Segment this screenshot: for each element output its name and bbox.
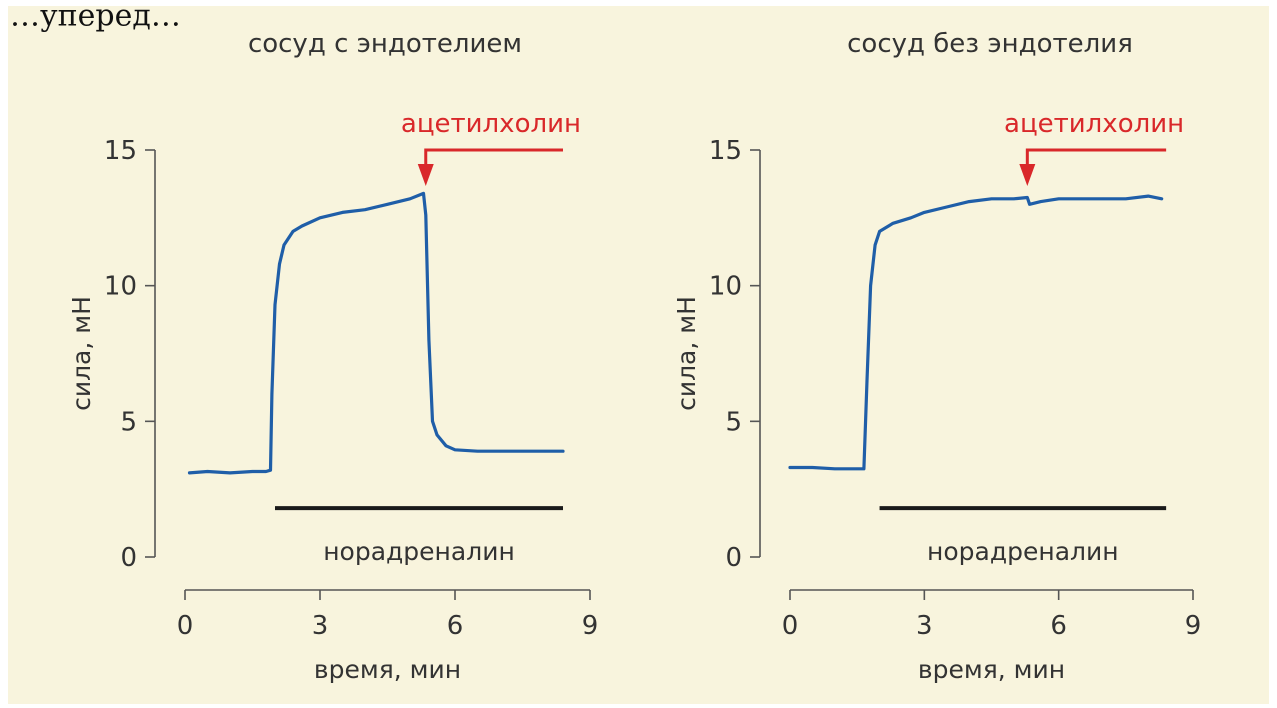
x-tick-label: 6: [447, 611, 464, 641]
force-trace-point: [543, 450, 547, 453]
acetylcholine-arrow-icon: [1019, 164, 1036, 186]
force-trace-point: [1102, 197, 1105, 200]
force-trace-point: [282, 243, 286, 247]
force-trace-point: [1026, 196, 1029, 199]
force-trace-point: [427, 338, 431, 342]
force-trace-point: [1079, 197, 1083, 200]
force-trace-point: [273, 303, 277, 306]
force-trace-point: [990, 197, 993, 200]
force-trace-point: [891, 222, 895, 225]
force-trace-point: [923, 211, 926, 214]
force-trace-point: [862, 467, 866, 470]
y-axis-title: сила, мН: [672, 296, 701, 411]
force-trace-point: [1057, 197, 1060, 200]
acetylcholine-arrow-icon: [417, 164, 434, 186]
force-trace-point: [422, 192, 425, 195]
force-trace-point: [498, 450, 502, 453]
force-trace-point: [431, 420, 434, 423]
force-trace-point: [1160, 197, 1163, 200]
force-trace-point: [945, 205, 948, 209]
force-trace-point: [206, 470, 209, 473]
force-trace-point: [833, 467, 836, 470]
force-trace-point: [967, 200, 971, 203]
x-tick-label: 9: [582, 611, 599, 641]
force-trace-point: [291, 230, 295, 233]
x-tick-label: 6: [1050, 611, 1067, 641]
chart-panel-with-endothelium: сосуд с эндотелием 0 5 10 15 сила, мН 0 3 6 9 врем…: [67, 29, 598, 684]
chart-title: сосуд с эндотелием: [248, 29, 522, 59]
force-trace-point: [269, 469, 272, 472]
force-trace-point: [476, 450, 479, 453]
x-tick-label: 3: [312, 611, 329, 641]
force-trace-point: [270, 393, 274, 396]
y-tick-label: 15: [709, 136, 742, 166]
force-trace-point: [386, 203, 389, 206]
force-trace-point: [1012, 197, 1016, 200]
force-trace-point: [453, 448, 457, 451]
force-trace-point: [1039, 200, 1043, 203]
y-axis-title: сила, мН: [67, 296, 96, 411]
acetylcholine-line: [424, 148, 563, 166]
header-fragment: …уперед…: [10, 0, 181, 34]
force-trace-point: [424, 213, 427, 217]
force-trace-point: [435, 433, 439, 437]
y-tick-label: 5: [725, 407, 742, 437]
force-trace-point: [856, 467, 859, 470]
force-trace-point: [264, 470, 268, 473]
force-trace-point: [341, 211, 344, 214]
acetylcholine-line: [1025, 148, 1167, 166]
y-tick-label: 15: [104, 136, 137, 166]
force-trace-point: [521, 450, 524, 453]
x-tick-label: 9: [1185, 611, 1202, 641]
x-tick-label: 3: [916, 611, 933, 641]
force-trace-point: [873, 243, 877, 247]
x-axis-title: время, мин: [314, 655, 461, 684]
acetylcholine-label: ацетилхолин: [401, 109, 581, 139]
force-trace-point: [865, 379, 869, 382]
acetylcholine-label: ацетилхолин: [1004, 109, 1184, 139]
y-tick-label: 0: [120, 543, 137, 573]
force-trace-point: [318, 216, 322, 219]
y-tick-label: 10: [104, 272, 137, 302]
force-trace-point: [278, 262, 281, 266]
force-trace-point: [1124, 197, 1128, 200]
force-trace-point: [251, 470, 254, 473]
force-trace-point: [300, 224, 304, 228]
force-trace-point: [1147, 194, 1150, 198]
force-trace-point: [869, 284, 872, 287]
noradrenaline-label: норадреналин: [927, 537, 1119, 566]
force-trace-point: [363, 208, 367, 211]
force-trace-point: [811, 466, 814, 469]
y-tick-label: 10: [709, 272, 742, 302]
force-trace-point: [1028, 203, 1031, 206]
force-trace-point: [188, 471, 191, 475]
force-trace-point: [444, 444, 448, 447]
force-trace-point: [228, 471, 232, 475]
force-trace-point: [561, 450, 565, 453]
figure-background: [8, 6, 1269, 704]
y-tick-label: 5: [120, 407, 137, 437]
force-trace-point: [878, 230, 881, 233]
force-trace-point: [909, 216, 913, 219]
x-tick-label: 0: [177, 611, 194, 641]
chart-title: сосуд без эндотелия: [847, 29, 1133, 59]
noradrenaline-label: норадреналин: [323, 537, 515, 566]
force-trace-point: [408, 197, 412, 200]
chart-panel-without-endothelium: сосуд без эндотелия 0 5 10 15 сила, мН 0 3 6 9 вре…: [672, 29, 1201, 684]
y-tick-label: 0: [725, 543, 742, 573]
x-tick-label: 0: [782, 611, 799, 641]
x-axis-title: время, мин: [918, 655, 1065, 684]
force-trace-point: [788, 466, 792, 469]
